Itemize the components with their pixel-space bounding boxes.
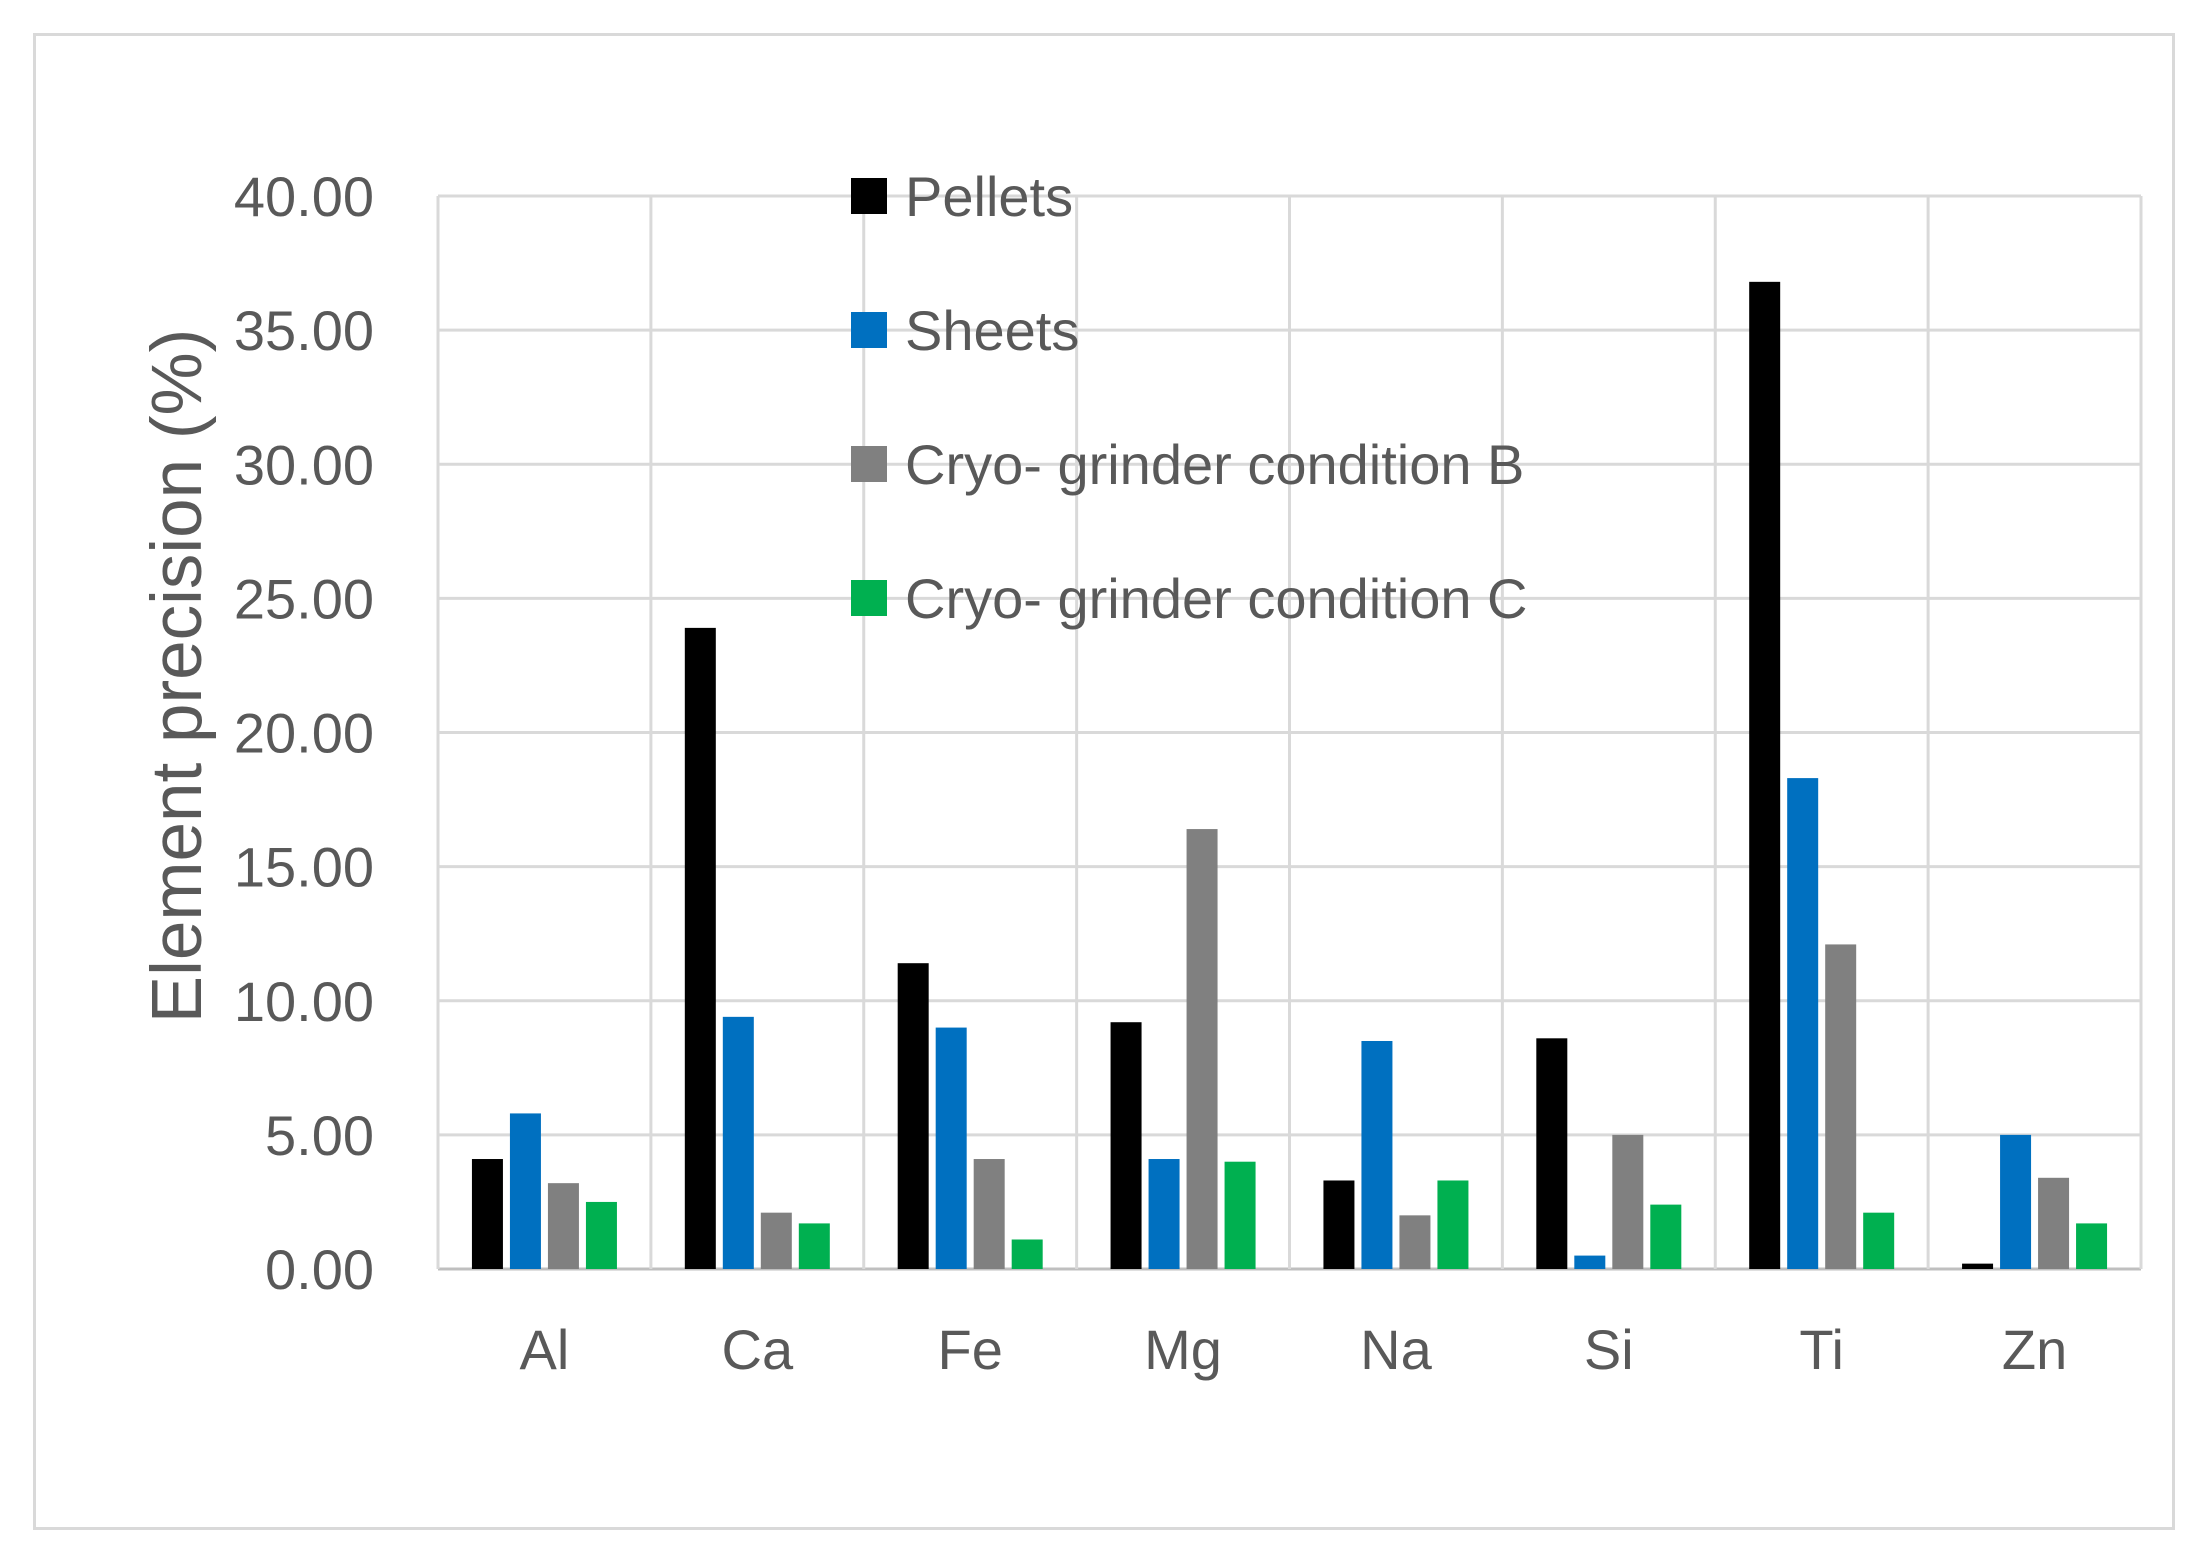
bar-mg-sheets xyxy=(1148,1159,1180,1269)
y-axis-ticks: 0.00 5.00 10.00 15.00 20.00 25.00 30.00 35.00 40… xyxy=(234,165,374,1301)
bar-ca-pellets xyxy=(684,627,716,1269)
gridlines xyxy=(436,194,2143,1271)
bar-si-sheets xyxy=(1574,1255,1606,1269)
y-tick-label: 25.00 xyxy=(234,567,374,630)
legend-swatch xyxy=(851,580,887,616)
bar-zn-pellets xyxy=(1962,1263,1994,1269)
y-tick-label: 40.00 xyxy=(234,165,374,228)
legend-label: Cryo- grinder condition C xyxy=(905,567,1527,630)
bar-mg-cryo-grinder-condition-c xyxy=(1224,1161,1256,1269)
y-tick-label: 30.00 xyxy=(234,433,374,496)
bar-al-cryo-grinder-condition-c xyxy=(585,1201,617,1269)
bar-zn-sheets xyxy=(2000,1134,2032,1269)
bar-ti-cryo-grinder-condition-b xyxy=(1825,944,1857,1269)
x-category-label: Fe xyxy=(938,1318,1003,1381)
y-tick-label: 5.00 xyxy=(265,1104,374,1167)
bar-mg-cryo-grinder-condition-b xyxy=(1186,829,1218,1269)
bars xyxy=(471,281,2108,1270)
bar-al-pellets xyxy=(471,1159,503,1269)
legend-label: Pellets xyxy=(905,165,1073,228)
bar-fe-pellets xyxy=(897,963,929,1269)
bar-ti-cryo-grinder-condition-c xyxy=(1863,1212,1895,1269)
bar-si-pellets xyxy=(1536,1038,1568,1269)
bar-mg-pellets xyxy=(1110,1022,1142,1269)
bar-ti-pellets xyxy=(1749,281,1781,1270)
bar-ca-cryo-grinder-condition-c xyxy=(798,1223,830,1269)
bar-chart: 0.00 5.00 10.00 15.00 20.00 25.00 30.00 35.00 40… xyxy=(138,165,2143,1381)
y-axis-title: Element precision (%) xyxy=(138,329,217,1023)
bar-ti-sheets xyxy=(1787,778,1819,1269)
bar-si-cryo-grinder-condition-b xyxy=(1612,1134,1644,1269)
x-category-label: Ti xyxy=(1799,1318,1844,1381)
x-category-label: Al xyxy=(520,1318,570,1381)
bar-na-pellets xyxy=(1323,1180,1355,1269)
legend-label: Sheets xyxy=(905,299,1079,362)
legend-swatch xyxy=(851,446,887,482)
bar-al-cryo-grinder-condition-b xyxy=(547,1183,579,1269)
legend-swatch xyxy=(851,312,887,348)
y-tick-label: 35.00 xyxy=(234,299,374,362)
bar-fe-cryo-grinder-condition-b xyxy=(973,1159,1005,1269)
bar-na-sheets xyxy=(1361,1040,1393,1269)
x-category-label: Na xyxy=(1360,1318,1432,1381)
bar-fe-cryo-grinder-condition-c xyxy=(1011,1239,1043,1269)
legend-swatch xyxy=(851,178,887,214)
bar-zn-cryo-grinder-condition-c xyxy=(2076,1223,2108,1269)
bar-al-sheets xyxy=(509,1113,541,1269)
y-tick-label: 15.00 xyxy=(234,836,374,899)
y-tick-label: 0.00 xyxy=(265,1238,374,1301)
y-tick-label: 20.00 xyxy=(234,702,374,765)
x-axis-categories: Al Ca Fe Mg Na Si Ti Zn xyxy=(520,1318,2068,1381)
bar-na-cryo-grinder-condition-c xyxy=(1437,1180,1469,1269)
bar-ca-cryo-grinder-condition-b xyxy=(760,1212,792,1269)
x-category-label: Mg xyxy=(1144,1318,1222,1381)
x-category-label: Ca xyxy=(722,1318,794,1381)
legend: Pellets Sheets Cryo- grinder condition B Cr… xyxy=(851,165,1527,630)
bar-na-cryo-grinder-condition-b xyxy=(1399,1215,1431,1269)
bar-si-cryo-grinder-condition-c xyxy=(1650,1204,1682,1269)
x-category-label: Si xyxy=(1584,1318,1634,1381)
bar-fe-sheets xyxy=(935,1027,967,1269)
x-category-label: Zn xyxy=(2002,1318,2067,1381)
bar-ca-sheets xyxy=(722,1016,754,1269)
bar-zn-cryo-grinder-condition-b xyxy=(2038,1177,2070,1269)
y-tick-label: 10.00 xyxy=(234,970,374,1033)
chart-frame: 0.00 5.00 10.00 15.00 20.00 25.00 30.00 35.00 40… xyxy=(33,33,2175,1530)
legend-label: Cryo- grinder condition B xyxy=(905,433,1524,496)
